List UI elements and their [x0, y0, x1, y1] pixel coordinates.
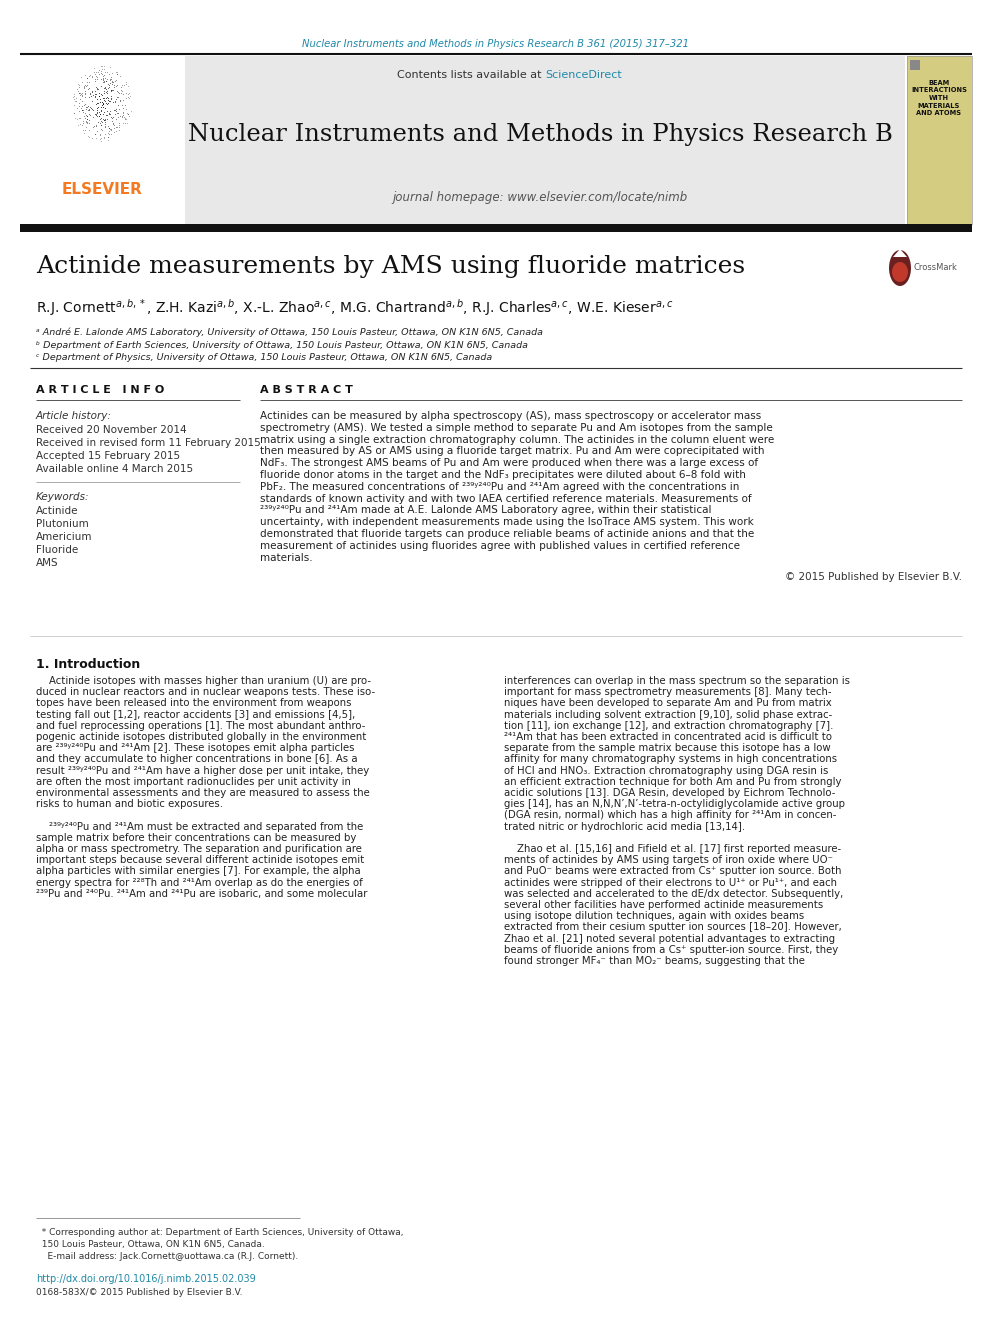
Text: 150 Louis Pasteur, Ottawa, ON K1N 6N5, Canada.: 150 Louis Pasteur, Ottawa, ON K1N 6N5, C…	[36, 1240, 265, 1249]
Text: was selected and accelerated to the dE/dx detector. Subsequently,: was selected and accelerated to the dE/d…	[504, 889, 843, 898]
Text: uncertainty, with independent measurements made using the IsoTrace AMS system. T: uncertainty, with independent measuremen…	[260, 517, 754, 527]
Text: tion [11], ion exchange [12], and extraction chromatography [7].: tion [11], ion exchange [12], and extrac…	[504, 721, 833, 730]
Text: spectrometry (AMS). We tested a simple method to separate Pu and Am isotopes fro: spectrometry (AMS). We tested a simple m…	[260, 423, 773, 433]
Text: http://dx.doi.org/10.1016/j.nimb.2015.02.039: http://dx.doi.org/10.1016/j.nimb.2015.02…	[36, 1274, 256, 1285]
Text: materials.: materials.	[260, 553, 312, 562]
Text: and PuO⁻ beams were extracted from Cs⁺ sputter ion source. Both: and PuO⁻ beams were extracted from Cs⁺ s…	[504, 867, 841, 876]
Text: standards of known activity and with two IAEA certified reference materials. Mea: standards of known activity and with two…	[260, 493, 752, 504]
Text: sample matrix before their concentrations can be measured by: sample matrix before their concentration…	[36, 832, 356, 843]
Text: and they accumulate to higher concentrations in bone [6]. As a: and they accumulate to higher concentrat…	[36, 754, 358, 765]
Text: * Corresponding author at: Department of Earth Sciences, University of Ottawa,: * Corresponding author at: Department of…	[36, 1228, 404, 1237]
Text: beams of fluoride anions from a Cs⁺ sputter-ion source. First, they: beams of fluoride anions from a Cs⁺ sput…	[504, 945, 838, 955]
Text: journal homepage: www.elsevier.com/locate/nimb: journal homepage: www.elsevier.com/locat…	[393, 192, 687, 205]
Bar	[20, 224, 972, 232]
Text: © 2015 Published by Elsevier B.V.: © 2015 Published by Elsevier B.V.	[785, 573, 962, 582]
Text: Nuclear Instruments and Methods in Physics Research B: Nuclear Instruments and Methods in Physi…	[187, 123, 893, 147]
Text: actinides were stripped of their electrons to U¹⁺ or Pu¹⁺, and each: actinides were stripped of their electro…	[504, 877, 837, 888]
Text: energy spectra for ²²⁸Th and ²⁴¹Am overlap as do the energies of: energy spectra for ²²⁸Th and ²⁴¹Am overl…	[36, 877, 363, 888]
Text: Zhao et al. [21] noted several potential advantages to extracting: Zhao et al. [21] noted several potential…	[504, 934, 835, 943]
Ellipse shape	[892, 262, 908, 282]
Text: result ²³⁹ʸ²⁴⁰Pu and ²⁴¹Am have a higher dose per unit intake, they: result ²³⁹ʸ²⁴⁰Pu and ²⁴¹Am have a higher…	[36, 766, 369, 775]
Text: ²⁴¹Am that has been extracted in concentrated acid is difficult to: ²⁴¹Am that has been extracted in concent…	[504, 732, 832, 742]
Text: Keywords:: Keywords:	[36, 492, 89, 501]
Bar	[907, 56, 972, 224]
Text: ²³⁹Pu and ²⁴⁰Pu. ²⁴¹Am and ²⁴¹Pu are isobaric, and some molecular: ²³⁹Pu and ²⁴⁰Pu. ²⁴¹Am and ²⁴¹Pu are iso…	[36, 889, 367, 898]
Text: trated nitric or hydrochloric acid media [13,14].: trated nitric or hydrochloric acid media…	[504, 822, 745, 832]
Text: affinity for many chromatography systems in high concentrations: affinity for many chromatography systems…	[504, 754, 837, 765]
Text: alpha or mass spectrometry. The separation and purification are: alpha or mass spectrometry. The separati…	[36, 844, 362, 855]
Text: separate from the sample matrix because this isotope has a low: separate from the sample matrix because …	[504, 744, 830, 753]
Text: PbF₂. The measured concentrations of ²³⁹ʸ²⁴⁰Pu and ²⁴¹Am agreed with the concent: PbF₂. The measured concentrations of ²³⁹…	[260, 482, 739, 492]
Text: ᵃ André E. Lalonde AMS Laboratory, University of Ottawa, 150 Louis Pasteur, Otta: ᵃ André E. Lalonde AMS Laboratory, Unive…	[36, 327, 543, 337]
Text: important steps because several different actinide isotopes emit: important steps because several differen…	[36, 855, 364, 865]
Text: 1. Introduction: 1. Introduction	[36, 658, 140, 671]
Text: Fluoride: Fluoride	[36, 545, 78, 556]
Text: environmental assessments and they are measured to assess the: environmental assessments and they are m…	[36, 789, 370, 798]
Text: Actinide measurements by AMS using fluoride matrices: Actinide measurements by AMS using fluor…	[36, 254, 745, 278]
Text: ScienceDirect: ScienceDirect	[545, 70, 622, 79]
Text: NdF₃. The strongest AMS beams of Pu and Am were produced when there was a large : NdF₃. The strongest AMS beams of Pu and …	[260, 458, 758, 468]
Text: Plutonium: Plutonium	[36, 519, 88, 529]
Text: fluoride donor atoms in the target and the NdF₃ precipitates were diluted about : fluoride donor atoms in the target and t…	[260, 470, 746, 480]
Text: Actinide isotopes with masses higher than uranium (U) are pro-: Actinide isotopes with masses higher tha…	[36, 676, 371, 687]
Text: E-mail address: Jack.Cornett@uottawa.ca (R.J. Cornett).: E-mail address: Jack.Cornett@uottawa.ca …	[36, 1252, 299, 1261]
Text: Accepted 15 February 2015: Accepted 15 February 2015	[36, 451, 181, 460]
Text: ELSEVIER: ELSEVIER	[62, 183, 143, 197]
Text: alpha particles with similar energies [7]. For example, the alpha: alpha particles with similar energies [7…	[36, 867, 361, 876]
Text: ments of actinides by AMS using targets of iron oxide where UO⁻: ments of actinides by AMS using targets …	[504, 855, 833, 865]
Text: topes have been released into the environment from weapons: topes have been released into the enviro…	[36, 699, 351, 708]
Text: Nuclear Instruments and Methods in Physics Research B 361 (2015) 317–321: Nuclear Instruments and Methods in Physi…	[303, 38, 689, 49]
Text: ²³⁹ʸ²⁴⁰Pu and ²⁴¹Am made at A.E. Lalonde AMS Laboratory agree, within their stat: ²³⁹ʸ²⁴⁰Pu and ²⁴¹Am made at A.E. Lalonde…	[260, 505, 711, 516]
Text: of HCl and HNO₃. Extraction chromatography using DGA resin is: of HCl and HNO₃. Extraction chromatograp…	[504, 766, 828, 775]
Text: Americium: Americium	[36, 532, 92, 542]
Text: A R T I C L E   I N F O: A R T I C L E I N F O	[36, 385, 165, 396]
Text: ᵇ Department of Earth Sciences, University of Ottawa, 150 Louis Pasteur, Ottawa,: ᵇ Department of Earth Sciences, Universi…	[36, 340, 528, 349]
Text: Available online 4 March 2015: Available online 4 March 2015	[36, 464, 193, 474]
Text: R.J. Cornett$^{a,b,*}$, Z.H. Kazi$^{a,b}$, X.-L. Zhao$^{a,c}$, M.G. Chartrand$^{: R.J. Cornett$^{a,b,*}$, Z.H. Kazi$^{a,b}…	[36, 298, 674, 319]
Text: duced in nuclear reactors and in nuclear weapons tests. These iso-: duced in nuclear reactors and in nuclear…	[36, 687, 375, 697]
Text: materials including solvent extraction [9,10], solid phase extrac-: materials including solvent extraction […	[504, 709, 832, 720]
Bar	[20, 56, 185, 224]
Text: CrossMark: CrossMark	[913, 263, 957, 273]
Text: Zhao et al. [15,16] and Fifield et al. [17] first reported measure-: Zhao et al. [15,16] and Fifield et al. […	[504, 844, 841, 855]
Text: extracted from their cesium sputter ion sources [18–20]. However,: extracted from their cesium sputter ion …	[504, 922, 842, 933]
Text: BEAM
INTERACTIONS
WITH
MATERIALS
AND ATOMS: BEAM INTERACTIONS WITH MATERIALS AND ATO…	[911, 79, 967, 116]
Text: ᶜ Department of Physics, University of Ottawa, 150 Louis Pasteur, Ottawa, ON K1N: ᶜ Department of Physics, University of O…	[36, 353, 492, 363]
Text: important for mass spectrometry measurements [8]. Many tech-: important for mass spectrometry measurem…	[504, 687, 831, 697]
Text: A B S T R A C T: A B S T R A C T	[260, 385, 353, 396]
Text: interferences can overlap in the mass spectrum so the separation is: interferences can overlap in the mass sp…	[504, 676, 850, 687]
Text: (DGA resin, normal) which has a high affinity for ²⁴¹Am in concen-: (DGA resin, normal) which has a high aff…	[504, 811, 836, 820]
Text: then measured by AS or AMS using a fluoride target matrix. Pu and Am were coprec: then measured by AS or AMS using a fluor…	[260, 446, 765, 456]
Bar	[185, 56, 905, 224]
Text: found stronger MF₄⁻ than MO₂⁻ beams, suggesting that the: found stronger MF₄⁻ than MO₂⁻ beams, sug…	[504, 957, 805, 966]
Ellipse shape	[889, 250, 911, 286]
Bar	[907, 56, 972, 224]
Polygon shape	[893, 249, 907, 257]
Text: using isotope dilution techniques, again with oxides beams: using isotope dilution techniques, again…	[504, 912, 805, 921]
Text: an efficient extraction technique for both Am and Pu from strongly: an efficient extraction technique for bo…	[504, 777, 841, 787]
Text: matrix using a single extraction chromatography column. The actinides in the col: matrix using a single extraction chromat…	[260, 434, 774, 445]
Text: and fuel reprocessing operations [1]. The most abundant anthro-: and fuel reprocessing operations [1]. Th…	[36, 721, 365, 730]
Text: niques have been developed to separate Am and Pu from matrix: niques have been developed to separate A…	[504, 699, 831, 708]
Text: 0168-583X/© 2015 Published by Elsevier B.V.: 0168-583X/© 2015 Published by Elsevier B…	[36, 1289, 242, 1297]
Text: several other facilities have performed actinide measurements: several other facilities have performed …	[504, 900, 823, 910]
Text: Received 20 November 2014: Received 20 November 2014	[36, 425, 186, 435]
Bar	[910, 60, 920, 70]
Text: gies [14], has an N,N,N’,N’-tetra-n-octylidiglycolamide active group: gies [14], has an N,N,N’,N’-tetra-n-octy…	[504, 799, 845, 810]
Text: Contents lists available at: Contents lists available at	[397, 70, 545, 79]
Text: pogenic actinide isotopes distributed globally in the environment: pogenic actinide isotopes distributed gl…	[36, 732, 366, 742]
Text: ²³⁹ʸ²⁴⁰Pu and ²⁴¹Am must be extracted and separated from the: ²³⁹ʸ²⁴⁰Pu and ²⁴¹Am must be extracted an…	[36, 822, 363, 832]
Text: AMS: AMS	[36, 558, 59, 568]
Text: demonstrated that fluoride targets can produce reliable beams of actinide anions: demonstrated that fluoride targets can p…	[260, 529, 754, 538]
Text: testing fall out [1,2], reactor accidents [3] and emissions [4,5],: testing fall out [1,2], reactor accident…	[36, 709, 355, 720]
Text: are ²³⁹ʸ²⁴⁰Pu and ²⁴¹Am [2]. These isotopes emit alpha particles: are ²³⁹ʸ²⁴⁰Pu and ²⁴¹Am [2]. These isoto…	[36, 744, 354, 753]
Text: measurement of actinides using fluorides agree with published values in certifie: measurement of actinides using fluorides…	[260, 541, 740, 550]
Text: Actinides can be measured by alpha spectroscopy (AS), mass spectroscopy or accel: Actinides can be measured by alpha spect…	[260, 411, 761, 421]
Text: Received in revised form 11 February 2015: Received in revised form 11 February 201…	[36, 438, 261, 448]
Text: acidic solutions [13]. DGA Resin, developed by Eichrom Technolo-: acidic solutions [13]. DGA Resin, develo…	[504, 789, 835, 798]
Text: Actinide: Actinide	[36, 505, 78, 516]
Text: Article history:: Article history:	[36, 411, 112, 421]
Text: risks to human and biotic exposures.: risks to human and biotic exposures.	[36, 799, 223, 810]
Text: are often the most important radionuclides per unit activity in: are often the most important radionuclid…	[36, 777, 351, 787]
